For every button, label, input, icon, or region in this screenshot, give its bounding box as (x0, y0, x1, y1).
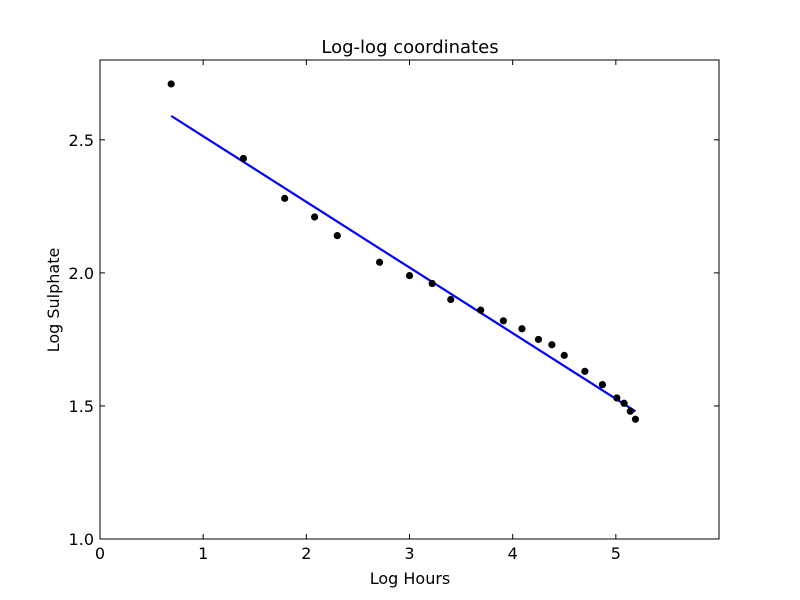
data-point (560, 351, 568, 359)
data-point (447, 295, 455, 304)
data-point (405, 271, 414, 280)
data-point (375, 258, 384, 266)
x-tick-label: 2 (301, 544, 311, 563)
data-point (281, 194, 289, 202)
data-point (428, 279, 436, 288)
data-point (613, 394, 621, 402)
data-point (631, 415, 640, 423)
data-point (548, 341, 556, 349)
plot-frame (99, 59, 720, 540)
data-point (620, 399, 628, 407)
y-tick-label: 1.5 (69, 397, 94, 416)
fit-line (170, 114, 637, 413)
x-tick-label: 4 (508, 544, 518, 563)
y-axis-label: Log Sulphate (44, 248, 63, 353)
data-point (333, 232, 341, 240)
x-tick-label: 0 (95, 544, 105, 563)
chart-title: Log-log coordinates (321, 37, 498, 58)
data-point (499, 317, 507, 325)
x-tick-label: 1 (198, 544, 208, 563)
x-tick-label: 3 (404, 544, 414, 563)
data-point (534, 335, 543, 344)
data-point (598, 381, 607, 389)
y-tick-label: 1.0 (69, 530, 94, 549)
data-point (167, 80, 175, 88)
x-tick-label: 5 (611, 544, 621, 563)
data-point (518, 325, 526, 333)
x-axis-label: Log Hours (370, 569, 451, 588)
y-tick-label: 2.5 (69, 131, 94, 150)
y-tick-label: 2.0 (69, 264, 94, 283)
plot-area: 0 1 2 3 4 5 1.0 1.5 2.0 2.5 (69, 59, 720, 563)
data-point (239, 154, 248, 163)
data-point (477, 306, 485, 314)
data-point (310, 213, 319, 221)
data-point (626, 407, 634, 415)
data-point (581, 367, 589, 375)
